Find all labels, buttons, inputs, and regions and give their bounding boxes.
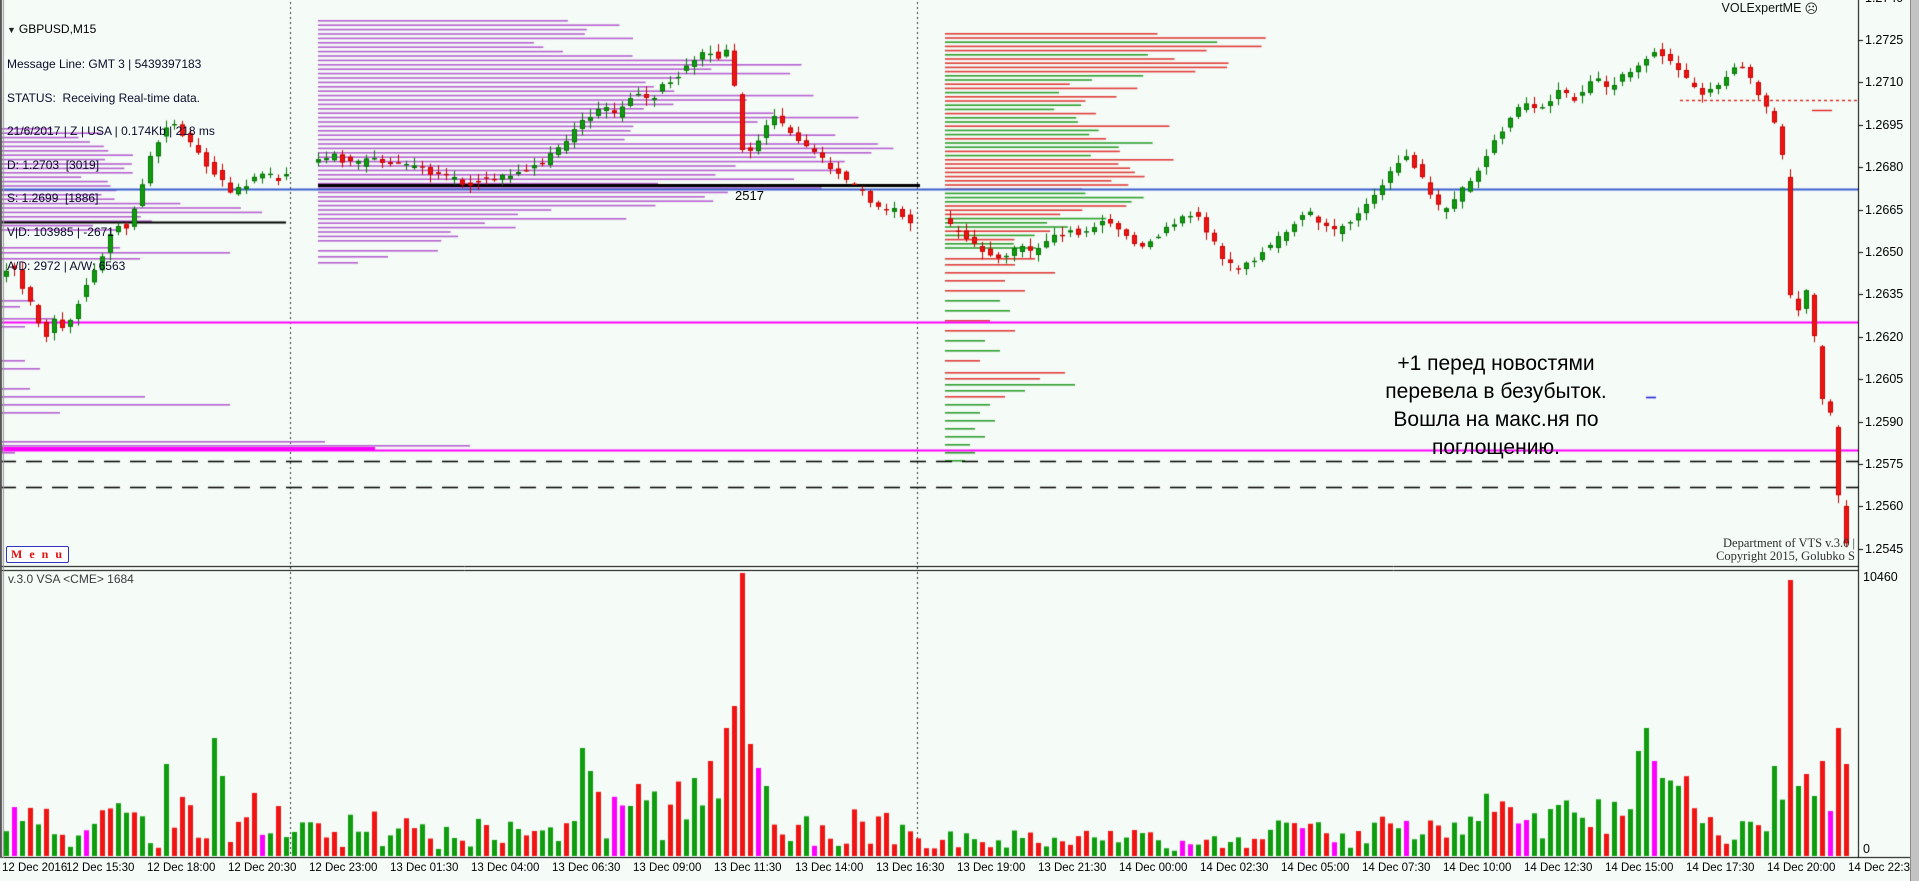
info-line: S: 1.2699 [1886]	[7, 191, 99, 206]
time-axis-label: 14 Dec 10:00	[1443, 862, 1512, 874]
expert-advisor-label: VOLExpertME ☹	[1722, 1, 1818, 15]
price-axis-label: 1.2725	[1865, 33, 1904, 47]
volume-scale-zero-label: 0	[1863, 842, 1870, 856]
price-axis-label: 1.2605	[1865, 372, 1904, 386]
info-line: STATUS: Receiving Real-time data.	[7, 90, 200, 105]
time-axis-label: 13 Dec 14:00	[795, 862, 864, 874]
time-axis[interactable]: 12 Dec 2016 12 Dec 15:30 12 Dec 18:00 12 De…	[0, 860, 1919, 881]
symbol-title: ▼ GBPUSD,M15	[7, 22, 215, 37]
time-axis-label: 14 Dec 15:00	[1605, 862, 1674, 874]
info-panel: ▼ GBPUSD,M15 Message Line: GMT 3 | 543939…	[7, 2, 215, 294]
time-axis-label: 12 Dec 2016	[2, 862, 68, 874]
time-axis-label: 13 Dec 16:30	[876, 862, 945, 874]
time-axis-label: 14 Dec 12:30	[1524, 862, 1593, 874]
time-axis-label: 14 Dec 22:30	[1848, 862, 1917, 874]
info-line: A/D: 2972 | A/W: 6563	[7, 258, 126, 273]
price-axis-label: 1.2665	[1865, 203, 1904, 217]
time-axis-label: 13 Dec 19:00	[957, 862, 1026, 874]
annotation-line: поглощению.	[1431, 436, 1561, 459]
trade-note-annotation: +1 перед новостями перевела в безубыток.…	[1320, 350, 1672, 462]
time-axis-label: 12 Dec 20:30	[228, 862, 297, 874]
price-axis[interactable]: 1.2740 1.2725 1.2710 1.2695 1.2680 1.2665 1.26…	[1858, 0, 1910, 858]
price-axis-label: 1.2560	[1865, 499, 1904, 513]
annotation-line: перевела в безубыток.	[1385, 380, 1607, 403]
info-line: Message Line: GMT 3 | 5439397183	[7, 57, 202, 72]
price-axis-label: 1.2650	[1865, 245, 1904, 259]
time-axis-label: 12 Dec 15:30	[66, 862, 135, 874]
time-axis-label: 13 Dec 04:00	[471, 862, 540, 874]
level-value-label: 2517	[735, 188, 764, 203]
time-axis-label: 12 Dec 23:00	[309, 862, 378, 874]
info-line: 21/6/2017 | Z | USA | 0.174Kb | 218 ms	[7, 124, 215, 139]
time-axis-label: 12 Dec 18:00	[147, 862, 216, 874]
info-line: D: 1.2703 [3019]	[7, 157, 100, 172]
time-axis-label: 13 Dec 01:30	[390, 862, 459, 874]
annotation-line: +1 перед новостями	[1397, 352, 1595, 375]
time-axis-label: 14 Dec 17:30	[1686, 862, 1755, 874]
symbol-label: GBPUSD,M15	[18, 22, 97, 37]
sad-face-icon: ☹	[1804, 0, 1818, 16]
scrollbar[interactable]	[1910, 0, 1919, 881]
copyright-line: Department of VTS v.3.0 |	[1723, 536, 1855, 550]
price-axis-label: 1.2590	[1865, 415, 1904, 429]
time-axis-label: 14 Dec 02:30	[1200, 862, 1269, 874]
time-axis-label: 14 Dec 05:00	[1281, 862, 1350, 874]
price-axis-label: 1.2635	[1865, 287, 1904, 301]
info-line: V|D: 103985 | -2671	[7, 225, 114, 240]
time-axis-label: 13 Dec 21:30	[1038, 862, 1107, 874]
annotation-line: Вошла на макс.ня по	[1393, 408, 1599, 431]
copyright-line: Copyright 2015, Golubko S	[1716, 548, 1855, 563]
collapse-triangle-icon[interactable]: ▼	[7, 25, 16, 36]
expert-name: VOLExpertME	[1721, 1, 1802, 15]
price-axis-label: 1.2620	[1865, 330, 1904, 344]
volume-scale-max-label: 10460	[1863, 570, 1898, 584]
price-axis-label: 1.2695	[1865, 118, 1904, 132]
time-axis-label: 14 Dec 00:00	[1119, 862, 1188, 874]
price-axis-label: 1.2710	[1865, 75, 1904, 89]
price-axis-label: 1.2680	[1865, 160, 1904, 174]
vsa-indicator-label: v.3.0 VSA <CME> 1684	[8, 572, 134, 586]
time-axis-label: 14 Dec 20:00	[1767, 862, 1836, 874]
menu-button[interactable]: M e n u	[6, 546, 69, 563]
price-axis-label: 1.2740	[1865, 0, 1903, 5]
time-axis-label: 13 Dec 09:00	[633, 862, 702, 874]
time-axis-label: 14 Dec 07:30	[1362, 862, 1431, 874]
time-axis-label: 13 Dec 06:30	[552, 862, 621, 874]
copyright-label: Department of VTS v.3.0 | Copyright 2015…	[1716, 537, 1855, 562]
price-axis-label: 1.2545	[1865, 542, 1904, 556]
price-axis-label: 1.2575	[1865, 457, 1904, 471]
time-axis-label: 13 Dec 11:30	[714, 862, 782, 874]
